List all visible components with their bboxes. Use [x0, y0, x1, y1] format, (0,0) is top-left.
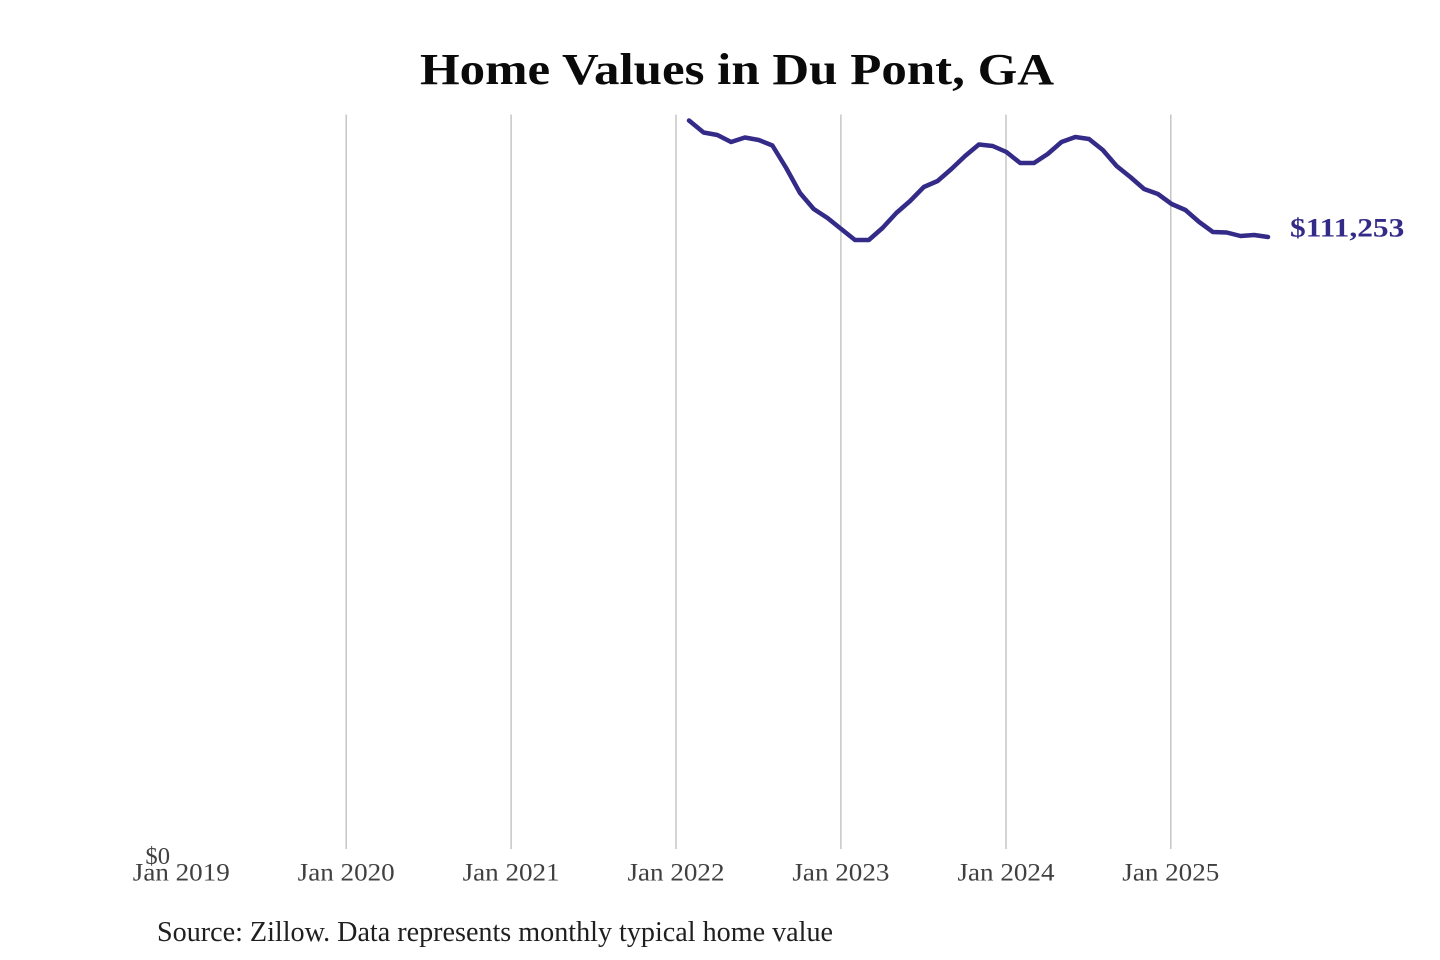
svg-text:Jan 2025: Jan 2025	[1122, 858, 1219, 887]
svg-text:$0: $0	[145, 843, 170, 870]
svg-text:Jan 2024: Jan 2024	[958, 858, 1055, 887]
svg-text:Jan 2023: Jan 2023	[792, 858, 889, 887]
svg-text:Jan 2021: Jan 2021	[463, 858, 560, 887]
svg-text:Jan 2019: Jan 2019	[133, 858, 230, 887]
svg-text:Source: Zillow. Data represent: Source: Zillow. Data represents monthly …	[157, 916, 833, 948]
svg-text:$111,253: $111,253	[1290, 213, 1404, 243]
svg-text:Jan 2020: Jan 2020	[298, 858, 395, 887]
svg-text:Jan 2022: Jan 2022	[628, 858, 725, 887]
svg-text:Home Values in Du Pont, GA: Home Values in Du Pont, GA	[420, 45, 1054, 94]
